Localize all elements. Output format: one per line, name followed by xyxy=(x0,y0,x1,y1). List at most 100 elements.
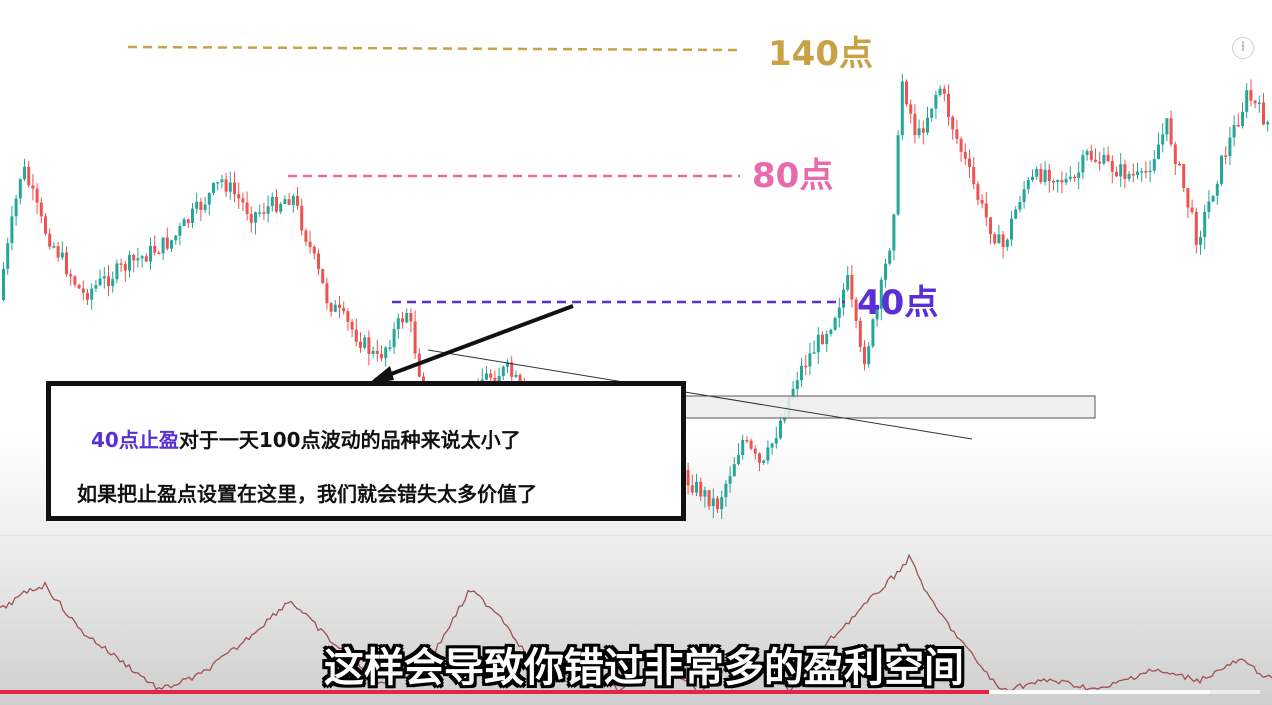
candle-body xyxy=(1203,211,1207,238)
annotation-line-1: 40点止盈对于一天100点波动的品种来说太小了 xyxy=(91,424,521,453)
candle-body xyxy=(241,198,245,203)
candle-body xyxy=(724,483,728,498)
candle-body xyxy=(350,321,354,330)
candle-body xyxy=(56,246,60,258)
candle-body xyxy=(913,113,917,136)
candle-body xyxy=(31,185,35,189)
candle-body xyxy=(1236,125,1240,127)
candle-body xyxy=(254,212,257,223)
candle-body xyxy=(959,138,963,152)
candle-body xyxy=(283,199,287,204)
candle-body xyxy=(795,380,799,389)
candle-body xyxy=(224,179,228,192)
candle-body xyxy=(375,350,379,354)
candle-body xyxy=(170,240,173,249)
candle-body xyxy=(279,203,283,212)
level-80-label: 80点 xyxy=(752,156,834,196)
candle-body xyxy=(174,235,178,241)
candle-body xyxy=(938,88,942,95)
candle-body xyxy=(1190,207,1194,212)
candle-body xyxy=(405,312,409,323)
candle-body xyxy=(934,94,938,109)
candle-body xyxy=(69,274,73,277)
candle-body xyxy=(758,453,761,463)
candle-body xyxy=(942,88,946,94)
candle-body xyxy=(195,201,199,209)
candle-body xyxy=(1068,176,1072,179)
candle-body xyxy=(1119,164,1123,177)
candle-body xyxy=(1115,171,1118,177)
candle-body xyxy=(1047,169,1051,182)
candle-body xyxy=(115,263,119,280)
candle-body xyxy=(888,250,892,264)
candle-body xyxy=(1014,209,1018,219)
candle-body xyxy=(1043,169,1047,183)
candle-body xyxy=(1110,161,1114,172)
candle-body xyxy=(233,182,236,195)
candle-body xyxy=(380,353,383,359)
level-140-label: 140点 xyxy=(768,34,873,74)
level-140-line xyxy=(127,45,741,52)
candle-body xyxy=(245,202,249,215)
candle-body xyxy=(1165,118,1169,135)
candle-body xyxy=(1152,159,1156,171)
candle-body xyxy=(510,362,514,377)
pointer-arrowhead xyxy=(368,366,394,384)
pane-divider xyxy=(0,535,1272,536)
candle-body xyxy=(262,212,266,214)
candle-body xyxy=(489,373,493,378)
candle-body xyxy=(90,288,94,300)
candle-body xyxy=(48,233,52,247)
candle-body xyxy=(384,347,388,359)
candle-body xyxy=(947,93,950,117)
candle-body xyxy=(346,311,350,322)
candle-body xyxy=(10,216,14,244)
candle-body xyxy=(203,204,207,210)
pointer-arrow xyxy=(374,304,574,382)
candle-body xyxy=(1035,168,1039,177)
annotation-line-2: 如果把止盈点设置在这里，我们就会错失太多价值了 xyxy=(77,482,537,506)
candle-body xyxy=(972,166,976,185)
candle-body xyxy=(871,319,875,347)
candle-body xyxy=(1228,137,1232,157)
candle-body xyxy=(829,329,833,334)
candle-body xyxy=(1161,134,1165,145)
candle-body xyxy=(392,329,396,348)
candle-body xyxy=(329,303,333,312)
candle-body xyxy=(1257,102,1261,105)
candle-body xyxy=(1220,155,1223,184)
candle-body xyxy=(926,117,929,133)
candle-body xyxy=(1232,125,1236,138)
candle-body xyxy=(396,318,400,330)
candle-body xyxy=(199,201,203,210)
candle-body xyxy=(728,476,732,484)
candle-body xyxy=(1127,173,1131,179)
candle-body xyxy=(707,490,711,507)
candle-body xyxy=(917,128,921,136)
candle-body xyxy=(94,285,98,289)
candle-body xyxy=(1215,183,1219,196)
candle-body xyxy=(1039,168,1043,183)
candle-body xyxy=(842,289,845,308)
candle-body xyxy=(342,307,346,312)
candle-body xyxy=(1073,176,1076,179)
candle-body xyxy=(930,108,934,118)
candle-body xyxy=(35,188,39,203)
candle-body xyxy=(485,373,488,380)
candle-body xyxy=(354,329,358,342)
candle-body xyxy=(741,440,745,456)
candle-body xyxy=(296,196,299,206)
progress-bar[interactable] xyxy=(0,690,1260,694)
candle-body xyxy=(1077,172,1081,178)
candle-body xyxy=(1194,211,1198,245)
candle-body xyxy=(14,198,18,217)
candle-body xyxy=(699,481,703,497)
candle-body xyxy=(149,245,152,262)
info-icon[interactable]: i xyxy=(1232,37,1254,59)
candle-body xyxy=(1018,202,1022,210)
candle-body xyxy=(212,183,215,194)
candle-body xyxy=(136,258,140,261)
candle-body xyxy=(1186,188,1190,208)
candle-body xyxy=(1169,118,1173,145)
